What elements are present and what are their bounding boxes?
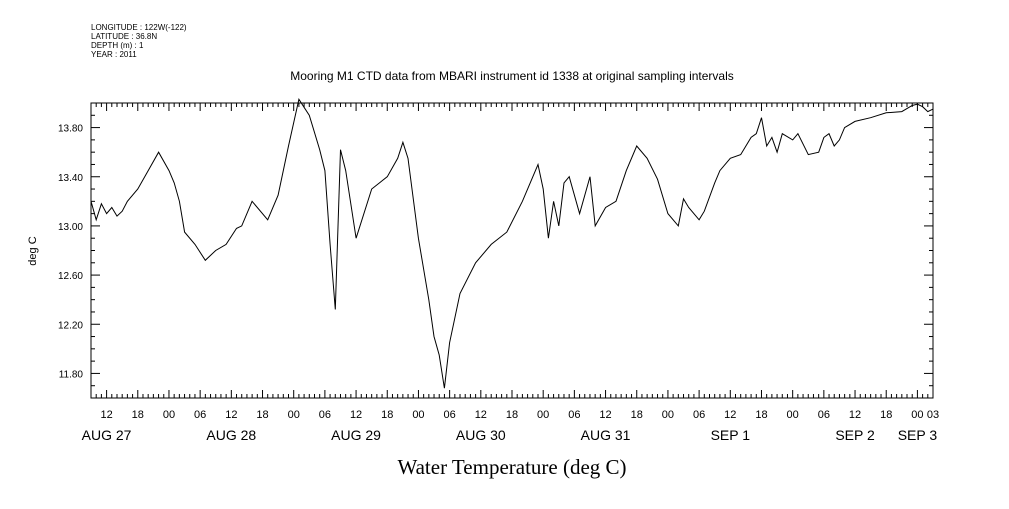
x-hour-tick-label: 06	[568, 409, 580, 421]
x-hour-tick-label: 12	[599, 409, 611, 421]
x-hour-tick-label: 18	[880, 409, 892, 421]
x-day-tick-label: AUG 31	[581, 427, 631, 443]
depth-text: DEPTH (m) : 1	[91, 41, 144, 50]
x-day-tick-label: AUG 28	[206, 427, 256, 443]
x-hour-tick-label: 00	[412, 409, 424, 421]
chart-title: Mooring M1 CTD data from MBARI instrumen…	[290, 69, 734, 83]
x-hour-tick-label: 12	[724, 409, 736, 421]
x-hour-tick-label: 00	[787, 409, 799, 421]
x-hour-tick-label: 18	[256, 409, 268, 421]
x-hour-tick-label: 18	[506, 409, 518, 421]
x-hour-tick-label: 03	[927, 409, 939, 421]
x-hour-tick-label: 06	[319, 409, 331, 421]
x-hour-tick-label: 06	[818, 409, 830, 421]
x-hour-tick-label: 18	[755, 409, 767, 421]
y-tick-label: 13.80	[58, 124, 83, 135]
x-hour-tick-label: 12	[849, 409, 861, 421]
plot-frame	[90, 102, 934, 399]
x-hour-tick-label: 00	[662, 409, 674, 421]
bottom-variable-label: Water Temperature (deg C)	[397, 455, 626, 479]
y-tick-label: 13.00	[58, 222, 83, 233]
x-hour-tick-label: 12	[350, 409, 362, 421]
x-hour-tick-label: 12	[225, 409, 237, 421]
x-axis: 12 18 00 06 12 18 00 06 12 18 00 06 12 18 00 06 12 18 00 06…	[82, 103, 939, 443]
x-day-tick-label: SEP 3	[898, 427, 938, 443]
y-tick-label: 12.20	[58, 320, 83, 331]
x-day-tick-label: AUG 27	[82, 427, 132, 443]
x-hour-tick-label: 18	[381, 409, 393, 421]
x-day-tick-label: SEP 1	[711, 427, 751, 443]
x-hour-tick-label: 12	[100, 409, 112, 421]
x-day-tick-label: AUG 29	[331, 427, 381, 443]
x-hour-tick-label: 00	[911, 409, 923, 421]
longitude-text: LONGITUDE : 122W(-122)	[91, 23, 187, 32]
metadata-block: LONGITUDE : 122W(-122) LATITUDE : 36.8N …	[91, 23, 187, 59]
x-hour-tick-label: 00	[537, 409, 549, 421]
x-hour-tick-label: 06	[444, 409, 456, 421]
x-day-tick-label: SEP 2	[835, 427, 875, 443]
x-hour-tick-label: 18	[132, 409, 144, 421]
x-hour-tick-label: 00	[288, 409, 300, 421]
water-temperature-series-line	[90, 98, 934, 389]
x-day-tick-label: AUG 30	[456, 427, 506, 443]
latitude-text: LATITUDE : 36.8N	[91, 32, 157, 41]
x-hour-tick-label: 06	[693, 409, 705, 421]
y-tick-label: 13.40	[58, 173, 83, 184]
y-axis-label: deg C	[27, 236, 39, 265]
year-text: YEAR : 2011	[91, 50, 137, 59]
y-axis: 11.80 12.20 12.60 13.00 13.40 13.80	[58, 102, 933, 399]
x-hour-tick-label: 12	[475, 409, 487, 421]
x-hour-tick-label: 06	[194, 409, 206, 421]
x-hour-tick-label: 18	[631, 409, 643, 421]
y-tick-label: 11.80	[59, 369, 84, 380]
x-hour-tick-label: 00	[163, 409, 175, 421]
y-tick-label: 12.60	[58, 271, 83, 282]
